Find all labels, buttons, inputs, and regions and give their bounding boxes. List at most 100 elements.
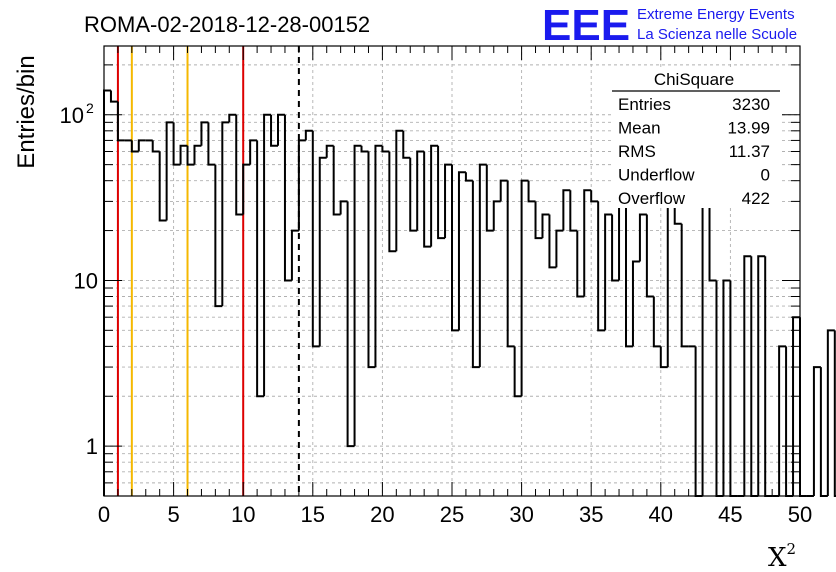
x-axis-label: X2 [768, 540, 796, 572]
stats-box: ChiSquare Entries 3230 Mean 13.99 RMS 11.37 Un… [612, 68, 780, 208]
cut-markers [116, 46, 300, 496]
histogram-bin [569, 190, 578, 232]
stats-label: Overflow [618, 189, 686, 208]
histogram-bin [360, 145, 369, 153]
x-tick-label: 30 [509, 502, 533, 527]
histogram-bin [833, 330, 836, 497]
histogram-bin [165, 121, 174, 221]
stats-label: RMS [618, 142, 656, 161]
histogram-bin [346, 201, 355, 448]
y-axis-label: Entries/bin [13, 55, 40, 168]
histogram-bin [562, 189, 571, 231]
x-tick-label: 45 [718, 502, 742, 527]
chart-title: ROMA-02-2018-12-28-00152 [84, 12, 370, 37]
y-tick-label: 10 [74, 268, 98, 293]
histogram-bin [353, 144, 362, 447]
y-tick-label: 10 [60, 103, 84, 128]
histogram-bin [513, 346, 522, 398]
histogram-bin [729, 280, 738, 497]
histogram-bin [221, 121, 230, 307]
histogram-bin [318, 156, 327, 347]
stats-value: 3230 [732, 95, 770, 114]
histogram-bin [374, 144, 383, 368]
histogram-bin [200, 121, 209, 146]
histogram-bin [193, 144, 202, 165]
histogram-bin [207, 122, 216, 166]
histogram-bin [214, 164, 223, 308]
histogram-bin [437, 145, 446, 240]
histogram-bin [826, 329, 835, 496]
histogram-bin [179, 144, 188, 165]
histogram-bin [527, 180, 536, 203]
x-tick-label: 50 [788, 502, 812, 527]
histogram-bin [332, 145, 341, 216]
histogram-bin [548, 214, 557, 269]
x-tick-label: 25 [440, 502, 464, 527]
stats-background [612, 68, 780, 208]
stats-value: 11.37 [729, 142, 770, 161]
histogram-bin [750, 256, 759, 497]
histogram-bin [158, 151, 167, 222]
eee-logo: EEE Extreme Energy Events La Scienza nel… [542, 1, 797, 50]
histogram-bin [715, 280, 724, 497]
histogram-bin [576, 230, 585, 298]
stats-rows: Entries 3230 Mean 13.99 RMS 11.37 Underflow 0 Ov… [618, 95, 770, 208]
histogram-bin [638, 213, 647, 262]
histogram-bin [277, 113, 285, 146]
histogram-bin [541, 213, 550, 239]
histogram-bin [708, 194, 717, 282]
histogram-bin [116, 101, 125, 142]
stats-label: Underflow [618, 166, 695, 185]
histogram-bin [611, 214, 620, 282]
histogram-bin [256, 140, 265, 398]
histogram-bin [764, 256, 773, 497]
histogram-bin [471, 180, 480, 369]
histogram-bin [409, 157, 418, 232]
histogram-bin [109, 90, 118, 103]
histogram-bin [485, 164, 494, 232]
histogram-bin [297, 139, 306, 231]
histogram-bin [130, 140, 139, 153]
histogram-bin [722, 279, 731, 496]
logo-line-2: La Scienza nelle Scuole [637, 26, 797, 43]
histogram-bin [416, 150, 425, 231]
histogram-bin [499, 179, 508, 202]
logo-mark: EEE [542, 1, 630, 50]
histogram-bin [325, 144, 334, 158]
histogram-bin [631, 260, 640, 347]
histogram-bin [645, 214, 654, 298]
histogram-bin [235, 114, 244, 216]
histogram-bin [451, 164, 459, 332]
histogram-bin [743, 255, 752, 496]
histogram-bin [367, 151, 376, 369]
histogram-bin [270, 114, 278, 147]
x-tick-label: 0 [98, 502, 110, 527]
histogram-bin [242, 163, 251, 215]
x-tick-label: 20 [370, 502, 394, 527]
histogram-bin [666, 200, 675, 368]
histogram-bin [694, 346, 703, 497]
y-tick-label: 1 [86, 434, 98, 459]
stats-title: ChiSquare [654, 70, 734, 89]
x-tick-label: 5 [167, 502, 179, 527]
histogram-bin [388, 151, 397, 253]
stats-label: Mean [618, 119, 661, 138]
histogram-bin [534, 201, 543, 240]
histogram-bin [812, 366, 821, 496]
stats-value: 422 [742, 189, 770, 208]
histogram-bin [339, 200, 348, 215]
histogram-bin [186, 145, 195, 166]
histogram-bin [492, 200, 501, 231]
histogram-bin [625, 201, 633, 348]
histogram-bin [778, 345, 787, 496]
histogram-bin [583, 189, 592, 297]
stats-value: 0 [761, 166, 770, 185]
histogram-bin [604, 213, 613, 331]
histogram-bin [701, 193, 710, 496]
histogram-bin [478, 163, 487, 368]
histogram-bin [457, 171, 466, 331]
histogram-bin [290, 229, 299, 281]
histogram-bin [757, 255, 766, 496]
